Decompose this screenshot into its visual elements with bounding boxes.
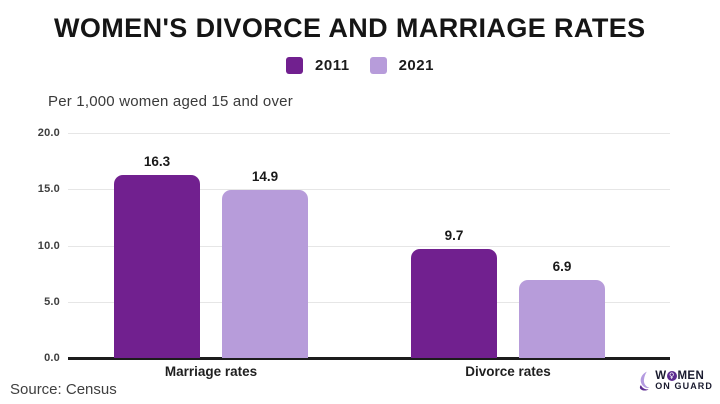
female-symbol-icon: ♀	[666, 371, 677, 382]
bar-2021-marriage-rates	[222, 190, 308, 358]
chart-title: WOMEN'S DIVORCE AND MARRIAGE RATES	[54, 13, 646, 43]
bar-2021-divorce-rates	[519, 280, 605, 358]
legend: 2011 2021	[0, 57, 720, 74]
gridline	[68, 133, 670, 134]
woman-figure-icon	[637, 370, 652, 391]
plot-area: 16.3 14.9 9.7 6.9	[68, 133, 670, 360]
bar-2011-marriage-rates	[114, 174, 200, 358]
legend-swatch-2021	[369, 57, 387, 74]
logo-line1-prefix: W	[655, 370, 667, 382]
logo-text: W ♀ MEN ON GUARD	[655, 370, 713, 392]
y-tick-label: 5.0	[44, 295, 60, 308]
source-note: Source: Census	[10, 381, 117, 398]
gridline	[68, 189, 670, 191]
y-tick-label: 0.0	[44, 352, 60, 364]
legend-item-2011: 2011	[286, 57, 350, 74]
gridline	[68, 301, 670, 303]
women-on-guard-logo: W ♀ MEN ON GUARD	[637, 370, 713, 392]
logo-line2: ON GUARD	[655, 381, 713, 392]
axis-units-note: Per 1,000 women aged 15 and over	[48, 93, 293, 110]
x-axis-label-marriage-rates: Marriage rates	[164, 364, 258, 379]
y-tick-label: 10.0	[37, 239, 60, 252]
x-axis-line	[68, 357, 670, 360]
y-tick-label: 20.0	[37, 127, 60, 139]
bar-value-label: 9.7	[444, 227, 464, 243]
gridline	[68, 245, 670, 247]
logo-line1: W ♀ MEN	[655, 370, 713, 382]
bar-value-label: 16.3	[143, 153, 171, 169]
logo-line1-suffix: MEN	[677, 370, 705, 382]
bar-value-label: 14.9	[251, 169, 279, 185]
bar-2011-divorce-rates	[411, 248, 497, 358]
legend-swatch-2011	[286, 57, 304, 74]
x-axis-label-divorce-rates: Divorce rates	[465, 364, 551, 379]
legend-item-2021: 2021	[369, 57, 434, 74]
legend-label-2021: 2021	[398, 57, 434, 74]
legend-label-2011: 2011	[315, 57, 350, 74]
bar-value-label: 6.9	[552, 259, 572, 275]
y-tick-label: 15.0	[37, 183, 60, 196]
